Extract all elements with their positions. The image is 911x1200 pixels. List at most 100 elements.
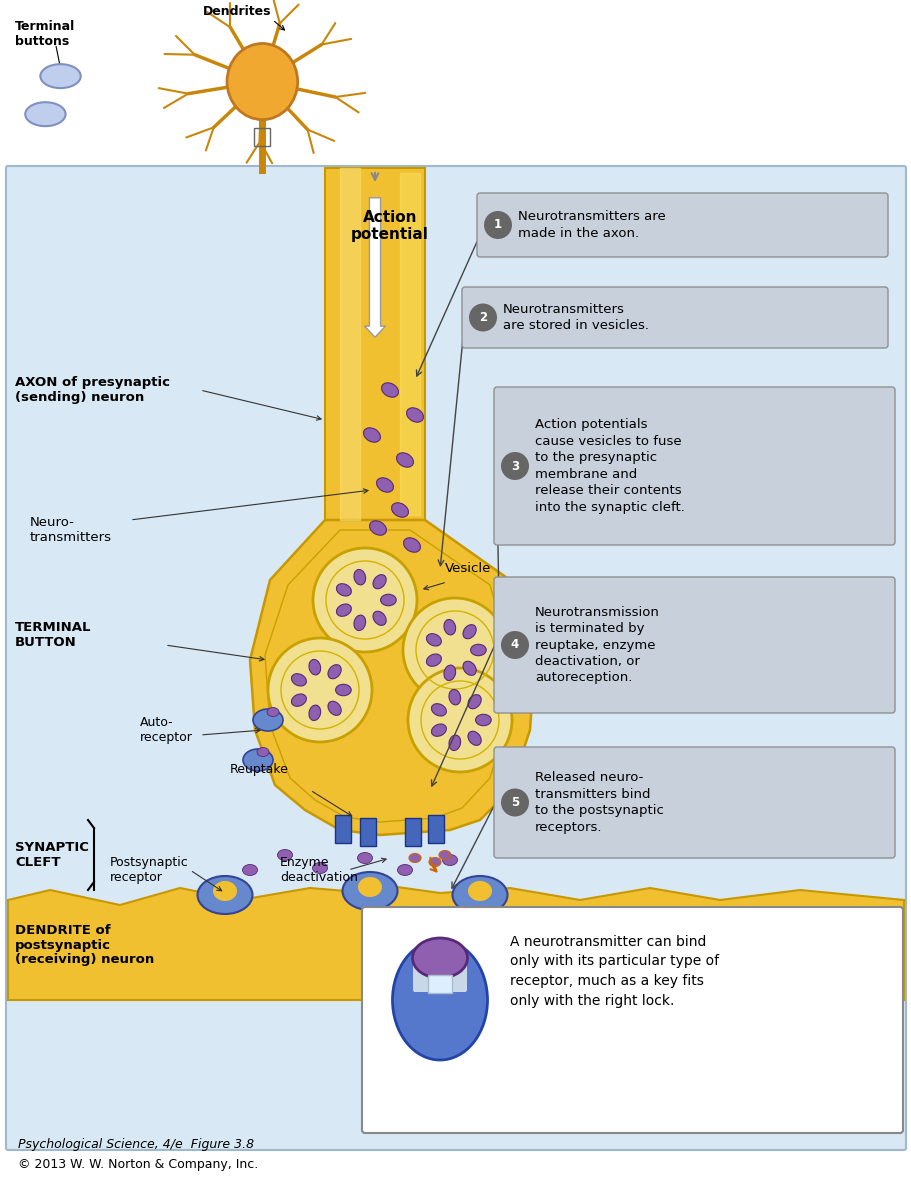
Ellipse shape (336, 583, 351, 596)
FancyBboxPatch shape (494, 386, 894, 545)
FancyBboxPatch shape (462, 287, 887, 348)
Ellipse shape (252, 709, 282, 731)
Ellipse shape (336, 604, 351, 617)
Text: Neurotransmitters are
made in the axon.: Neurotransmitters are made in the axon. (517, 210, 665, 240)
Circle shape (268, 638, 372, 742)
Circle shape (403, 598, 507, 702)
Ellipse shape (213, 881, 237, 901)
Polygon shape (8, 886, 903, 1000)
Text: © 2013 W. W. Norton & Company, Inc.: © 2013 W. W. Norton & Company, Inc. (18, 1158, 258, 1171)
Ellipse shape (431, 724, 445, 737)
Ellipse shape (363, 427, 380, 443)
Circle shape (500, 631, 528, 659)
Bar (360, 818, 375, 846)
Ellipse shape (242, 749, 272, 770)
Ellipse shape (475, 714, 491, 726)
FancyBboxPatch shape (362, 907, 902, 1133)
Ellipse shape (381, 383, 398, 397)
Ellipse shape (257, 748, 269, 756)
Text: Vesicle: Vesicle (445, 562, 491, 575)
Text: 1: 1 (494, 218, 502, 232)
Bar (334, 815, 351, 842)
Ellipse shape (428, 858, 441, 866)
Ellipse shape (267, 708, 279, 716)
Ellipse shape (452, 876, 507, 914)
Ellipse shape (357, 852, 372, 864)
Ellipse shape (380, 594, 395, 606)
Text: DENDRITE of
postsynaptic
(receiving) neuron: DENDRITE of postsynaptic (receiving) neu… (15, 924, 154, 966)
Ellipse shape (292, 694, 306, 707)
Text: Enzyme
deactivation: Enzyme deactivation (280, 856, 357, 884)
Text: SYNAPTIC
CLEFT: SYNAPTIC CLEFT (15, 841, 88, 869)
Ellipse shape (376, 478, 393, 492)
Ellipse shape (408, 853, 421, 863)
Text: Reuptake: Reuptake (230, 763, 289, 776)
Ellipse shape (406, 408, 423, 422)
FancyBboxPatch shape (476, 193, 887, 257)
Ellipse shape (463, 661, 476, 676)
Circle shape (500, 788, 528, 816)
Text: 4: 4 (510, 638, 518, 652)
Ellipse shape (467, 731, 481, 745)
Ellipse shape (463, 625, 476, 638)
Ellipse shape (403, 538, 420, 552)
Ellipse shape (292, 673, 306, 686)
Text: 2: 2 (478, 311, 486, 324)
Text: Neurotransmission
is terminated by
reuptake, enzyme
deactivation, or
autorecepti: Neurotransmission is terminated by reupt… (535, 606, 660, 684)
Ellipse shape (438, 851, 451, 859)
FancyBboxPatch shape (6, 166, 905, 1150)
Text: Auto-
receptor: Auto- receptor (140, 716, 192, 744)
FancyBboxPatch shape (413, 958, 466, 992)
Text: AXON of presynaptic
(sending) neuron: AXON of presynaptic (sending) neuron (15, 376, 169, 404)
Circle shape (407, 668, 511, 772)
FancyBboxPatch shape (494, 577, 894, 713)
Ellipse shape (412, 938, 467, 978)
Ellipse shape (343, 872, 397, 910)
Text: Action potentials
cause vesicles to fuse
to the presynaptic
membrane and
release: Action potentials cause vesicles to fuse… (535, 419, 684, 514)
Bar (404, 818, 421, 846)
Text: 5: 5 (510, 796, 518, 809)
Text: Released neuro-
transmitters bind
to the postsynaptic
receptors.: Released neuro- transmitters bind to the… (535, 772, 663, 834)
Bar (427, 974, 452, 994)
Ellipse shape (312, 863, 327, 874)
Ellipse shape (277, 850, 292, 860)
Text: Terminal
buttons: Terminal buttons (15, 19, 76, 48)
Ellipse shape (369, 521, 386, 535)
Ellipse shape (470, 644, 486, 655)
Text: Dendrites: Dendrites (202, 6, 271, 18)
Ellipse shape (467, 695, 481, 709)
Text: Neuro-
transmitters: Neuro- transmitters (30, 516, 112, 544)
Ellipse shape (397, 864, 412, 876)
Ellipse shape (309, 660, 321, 674)
Ellipse shape (426, 634, 441, 646)
Text: TERMINAL
BUTTON: TERMINAL BUTTON (15, 622, 91, 649)
Ellipse shape (242, 864, 257, 876)
Ellipse shape (358, 877, 382, 898)
Ellipse shape (448, 736, 460, 750)
Ellipse shape (353, 616, 365, 630)
FancyBboxPatch shape (494, 746, 894, 858)
Polygon shape (250, 520, 535, 835)
Ellipse shape (328, 701, 341, 715)
Ellipse shape (353, 570, 365, 584)
Ellipse shape (328, 665, 341, 679)
Circle shape (312, 548, 416, 652)
Text: 3: 3 (510, 460, 518, 473)
Circle shape (468, 304, 496, 331)
Ellipse shape (309, 706, 321, 720)
Ellipse shape (467, 881, 491, 901)
Text: Psychological Science, 4/e  Figure 3.8: Psychological Science, 4/e Figure 3.8 (18, 1138, 254, 1151)
Ellipse shape (444, 665, 456, 680)
Ellipse shape (373, 611, 385, 625)
Bar (254, 128, 271, 145)
Text: Action
potential: Action potential (351, 210, 428, 242)
Ellipse shape (373, 575, 385, 589)
Ellipse shape (442, 854, 457, 865)
Ellipse shape (396, 452, 413, 467)
Ellipse shape (198, 876, 252, 914)
Ellipse shape (391, 503, 408, 517)
Ellipse shape (448, 690, 460, 704)
Bar (427, 815, 444, 842)
Ellipse shape (392, 940, 487, 1060)
Circle shape (484, 211, 511, 239)
